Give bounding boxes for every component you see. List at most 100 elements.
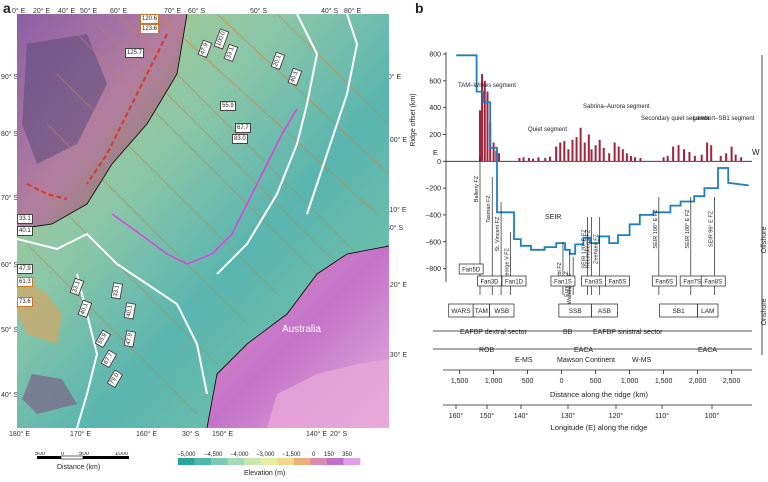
distance-tick-label: 1,500	[655, 378, 673, 385]
fz-label: SEIR 106° E FZ	[653, 209, 659, 249]
east-label: E	[433, 150, 438, 157]
histogram-bar	[481, 74, 484, 162]
bottom-deg-label: 30° S	[182, 431, 200, 438]
distance-tick-label: 2,000	[689, 378, 707, 385]
y-tick-label: 400	[429, 105, 441, 112]
segment-label: TAM–Wilkes segment	[458, 83, 516, 89]
histogram-bar	[688, 151, 691, 162]
histogram-bar	[483, 80, 486, 162]
panel-a-letter: a	[3, 0, 11, 16]
histogram-bar	[730, 146, 733, 162]
elevation-swatch	[277, 458, 295, 465]
distance-tick-label: 0	[560, 378, 564, 385]
histogram-bar	[598, 139, 601, 162]
fan-box	[651, 275, 677, 287]
histogram-bar	[590, 149, 593, 162]
distance-scale: 500 0 500 1000 Distance (km)	[35, 451, 135, 481]
panel-b-letter: b	[415, 0, 424, 16]
elevation-swatch	[343, 458, 361, 465]
histogram-bar	[587, 134, 590, 162]
fz-label: Tasman FZ	[486, 195, 492, 223]
elev-tick: 150	[324, 452, 335, 458]
y-tick-label: −200	[425, 186, 441, 193]
histogram-bar	[662, 157, 665, 162]
fan-box	[700, 275, 726, 287]
top-deg-label: 50° S	[250, 8, 268, 15]
histogram-bar	[527, 157, 530, 162]
histogram-bar	[602, 147, 605, 162]
onshore-unit-label: WARS	[451, 308, 471, 315]
onshore-box	[591, 303, 618, 318]
histogram-bar	[571, 139, 574, 162]
onshore-unit-label: ASB	[598, 308, 611, 315]
map-age-label: 125.7	[125, 48, 145, 58]
top-deg-label: 80° E	[344, 8, 362, 15]
scale-bar-graphic: 500 0 500 1000 Distance (km)	[35, 451, 129, 471]
fan-label: Fan5S	[609, 280, 627, 286]
map-graphic	[17, 14, 389, 428]
fan-box	[605, 275, 630, 287]
fz-label: Warringa FZ	[567, 273, 573, 304]
histogram-bar	[498, 153, 501, 162]
histogram-bar	[672, 146, 675, 162]
y-tick-label: −800	[425, 266, 441, 273]
fan-label: Fan3S	[585, 280, 603, 286]
top-deg-label: 60° E	[110, 8, 128, 15]
longitude-tick-label: 140°	[514, 412, 529, 420]
elevation-swatch	[178, 458, 195, 465]
elevation-swatch	[227, 458, 245, 465]
scale-tick: 1000	[115, 452, 129, 457]
fz-label: Zeehaen FZ	[594, 233, 600, 264]
elevation-swatch	[260, 458, 278, 465]
bottom-deg-label: 150° E	[212, 431, 234, 438]
longitude-tick-label: 100°	[705, 412, 720, 420]
bottom-deg-label: 170° E	[70, 431, 92, 438]
histogram-bar	[544, 157, 547, 162]
longitude-axis-label: Longitude (E) along the ridge	[551, 423, 648, 432]
fan-label: Fan1D	[505, 280, 524, 286]
distance-tick-label: 500	[590, 378, 602, 385]
onshore-label: Onshore	[761, 298, 768, 325]
fz-label: Heemskerck FZ	[586, 229, 592, 268]
distance-tick-label: 1,000	[485, 378, 503, 385]
histogram-bar	[613, 142, 616, 162]
segment-label: Lambert–SB1 segment	[693, 116, 755, 122]
y-tick-label: −600	[425, 239, 441, 246]
y-tick-label: 200	[429, 132, 441, 139]
fan-label: Fan6S	[655, 280, 673, 286]
histogram-bar	[492, 142, 495, 162]
place-label-australia: Australia	[282, 324, 321, 335]
distance-tick-label: 500	[522, 378, 534, 385]
histogram-bar	[575, 137, 578, 162]
left-deg-label: 70° S	[1, 195, 19, 202]
continent-label: W-MS	[632, 357, 652, 364]
histogram-bar	[532, 158, 535, 162]
histogram-bar	[629, 155, 632, 162]
y-tick-label: 600	[429, 78, 441, 85]
ridge-offset-line	[456, 54, 749, 255]
elevation-swatch	[194, 458, 212, 465]
scale-tick: 0	[61, 452, 65, 457]
histogram-bar	[621, 149, 624, 162]
histogram-bar	[617, 146, 620, 162]
fz-label: George V FZ	[505, 247, 511, 279]
histogram-bar	[479, 110, 481, 162]
distance-tick-label: 1,000	[621, 378, 639, 385]
right-deg-label: 120° E	[386, 282, 408, 289]
histogram-bar	[579, 127, 582, 162]
left-deg-label: 40° S	[1, 392, 19, 399]
y-tick-label: 800	[429, 52, 441, 59]
elevation-swatch	[310, 458, 328, 465]
left-deg-label: 90° S	[1, 74, 19, 81]
fz-label: Bruzbi FZ	[557, 261, 563, 285]
fan-box	[477, 275, 502, 287]
scale-label: Distance (km)	[57, 464, 100, 471]
elev-tick: −4,500	[204, 452, 223, 458]
histogram-bar	[608, 153, 611, 162]
fz-label: SEIR 120° E FZ	[581, 229, 587, 269]
longitude-tick-label: 130°	[561, 412, 576, 420]
elev-tick: −1,500	[282, 452, 301, 458]
elev-tick: −5,000	[177, 452, 196, 458]
histogram-bar	[549, 156, 552, 162]
